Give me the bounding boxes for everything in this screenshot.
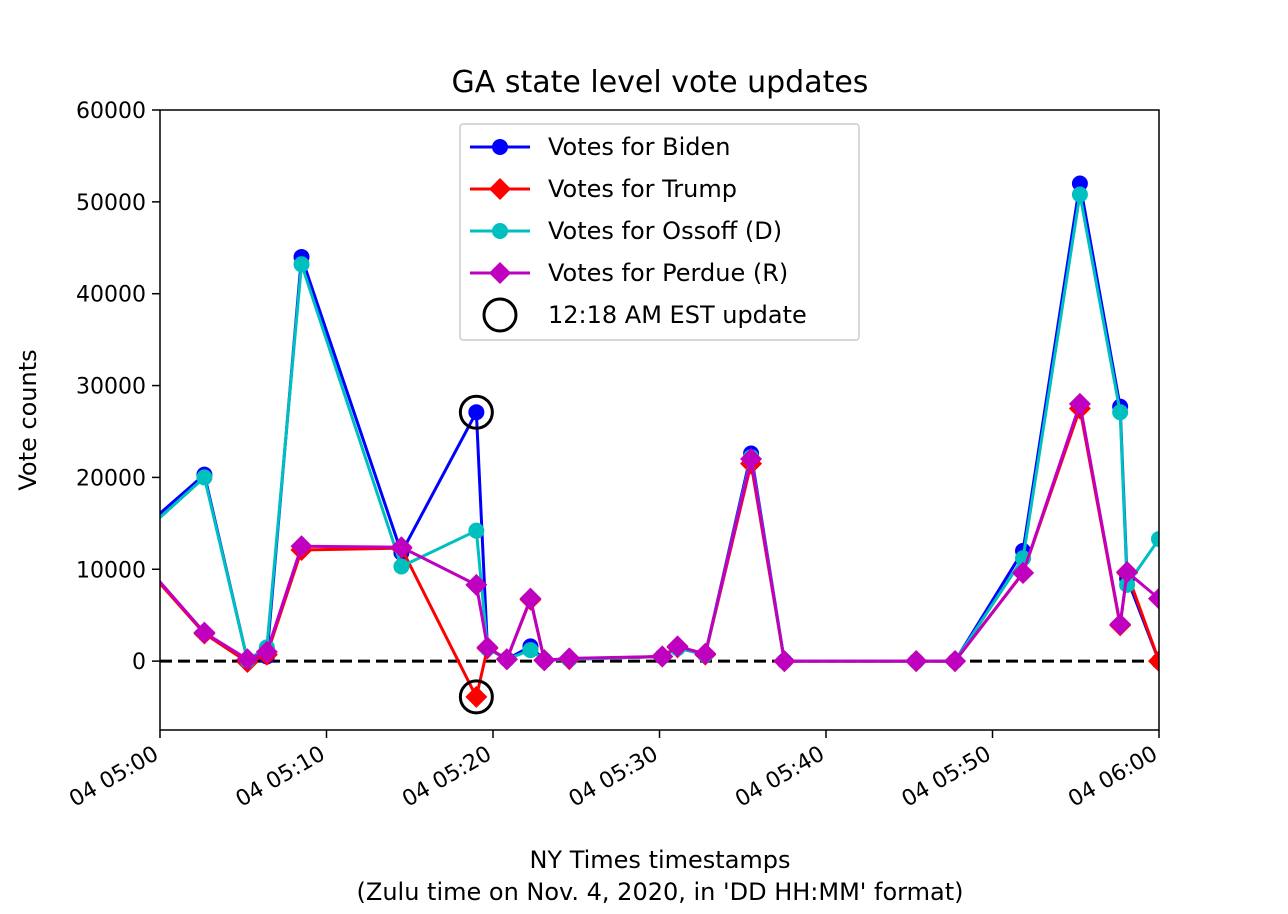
- highlight-marker: [458, 679, 494, 715]
- data-point: [533, 649, 556, 672]
- series-line: [160, 402, 1159, 663]
- legend-label: Votes for Biden: [548, 133, 731, 161]
- y-tick-label: 0: [132, 650, 146, 675]
- y-tick-label: 60000: [76, 99, 146, 124]
- data-point: [519, 587, 542, 610]
- data-point: [236, 648, 259, 671]
- legend-box: [459, 123, 860, 341]
- legend-entry: Votes for Perdue (R): [470, 259, 788, 287]
- legend-entry: Votes for Biden: [470, 133, 731, 161]
- legend-marker: [482, 297, 518, 333]
- highlight-layer: [458, 394, 494, 715]
- legend-marker: [492, 223, 508, 239]
- data-point: [694, 642, 717, 665]
- data-point: [1148, 650, 1159, 673]
- legend-label: Votes for Trump: [548, 175, 737, 203]
- legend-marker: [489, 262, 511, 284]
- data-point: [1116, 561, 1139, 584]
- y-tick-label: 20000: [76, 466, 146, 491]
- highlight-marker: [458, 394, 494, 430]
- data-point: [1151, 530, 1159, 547]
- y-tick-label: 40000: [76, 283, 146, 308]
- data-point: [558, 647, 581, 670]
- x-axis-label: NY Times timestamps: [529, 846, 790, 874]
- legend-marker: [492, 139, 508, 155]
- data-point: [393, 558, 410, 575]
- data-point: [740, 448, 763, 471]
- data-point: [255, 640, 278, 663]
- x-axis-label-line2: (Zulu time on Nov. 4, 2020, in 'DD HH:MM…: [357, 878, 964, 906]
- data-point: [468, 522, 485, 539]
- y-axis-ticks: 0 10000 20000 30000 40000 50000 60000: [76, 99, 160, 675]
- legend: Votes for Biden Votes for Trump Votes for …: [459, 123, 860, 341]
- data-point: [1119, 576, 1136, 593]
- data-point: [522, 642, 539, 659]
- y-axis-label: Vote counts: [14, 349, 42, 490]
- data-point: [465, 685, 488, 708]
- data-point: [390, 536, 413, 559]
- data-point: [1071, 186, 1088, 203]
- data-point: [476, 636, 499, 659]
- data-point: [666, 635, 689, 658]
- legend-entry: 12:18 AM EST update: [482, 297, 807, 333]
- y-tick-label: 10000: [76, 558, 146, 583]
- data-point: [1112, 404, 1129, 421]
- legend-entry: Votes for Trump: [470, 175, 737, 203]
- y-tick-label: 30000: [76, 375, 146, 400]
- legend-entry: Votes for Ossoff (D): [470, 217, 782, 245]
- data-point: [196, 469, 213, 486]
- y-tick-label: 50000: [76, 191, 146, 216]
- data-point: [773, 650, 796, 673]
- data-point: [1109, 613, 1132, 636]
- chart-title: GA state level vote updates: [452, 65, 869, 100]
- data-point: [293, 256, 310, 273]
- data-point: [1068, 392, 1091, 415]
- legend-label: Votes for Ossoff (D): [548, 217, 782, 245]
- series-layer: [160, 175, 1159, 708]
- data-point: [1148, 587, 1159, 610]
- data-point: [495, 648, 518, 671]
- legend-label: 12:18 AM EST update: [548, 301, 807, 329]
- legend-label: Votes for Perdue (R): [548, 259, 788, 287]
- data-point: [1071, 175, 1088, 192]
- data-point: [905, 650, 928, 673]
- data-point: [1012, 561, 1035, 584]
- data-point: [944, 650, 967, 673]
- legend-marker: [489, 178, 511, 200]
- data-point: [651, 645, 674, 668]
- data-point: [468, 404, 485, 421]
- data-point: [465, 573, 488, 596]
- data-point: [290, 535, 313, 558]
- series-4: [160, 392, 1159, 673]
- data-point: [193, 621, 216, 644]
